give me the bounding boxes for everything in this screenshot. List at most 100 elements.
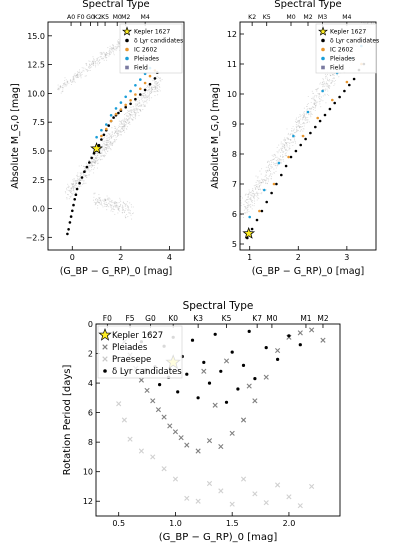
data-point xyxy=(161,466,167,472)
field-star xyxy=(74,182,76,184)
field-star xyxy=(100,56,102,58)
field-star xyxy=(101,154,103,156)
field-star xyxy=(121,212,123,214)
field-star xyxy=(133,117,135,119)
field-star xyxy=(151,88,153,90)
field-star xyxy=(262,178,264,181)
field-star xyxy=(115,126,117,128)
field-star xyxy=(94,160,97,162)
y-tick-label: 2 xyxy=(88,350,93,359)
data-point xyxy=(112,116,115,119)
field-star xyxy=(108,49,110,51)
field-star xyxy=(279,158,281,161)
data-point xyxy=(218,488,224,494)
field-star xyxy=(126,114,128,116)
data-point xyxy=(114,107,118,110)
data-point xyxy=(124,105,127,109)
field-star xyxy=(74,76,76,78)
plot-area xyxy=(57,38,163,236)
field-star xyxy=(98,202,100,204)
field-star xyxy=(144,101,146,103)
y-axis-label: Rotation Period [days] xyxy=(62,365,73,476)
field-star xyxy=(96,202,98,204)
field-star xyxy=(248,204,250,206)
field-star xyxy=(122,129,124,132)
field-star xyxy=(149,91,151,93)
field-star xyxy=(118,41,120,43)
field-star xyxy=(135,112,137,114)
field-star xyxy=(90,163,92,165)
x-tick-label: 1.5 xyxy=(226,519,239,528)
field-star xyxy=(253,197,255,199)
data-point xyxy=(299,143,303,147)
x-axis-label: (G_BP − G_RP)_0 [mag] xyxy=(159,532,278,543)
field-star xyxy=(102,149,104,151)
field-star xyxy=(250,197,252,199)
field-star xyxy=(374,18,375,19)
field-star xyxy=(316,88,318,90)
field-star xyxy=(81,71,83,73)
field-star xyxy=(127,216,129,218)
field-star xyxy=(286,143,288,145)
field-star xyxy=(246,201,248,203)
field-star xyxy=(311,113,313,115)
field-star xyxy=(296,129,298,131)
field-star xyxy=(283,148,285,150)
field-star xyxy=(122,120,124,122)
field-star xyxy=(316,88,318,90)
field-star xyxy=(323,81,325,83)
field-star xyxy=(75,182,77,184)
data-point xyxy=(331,98,334,102)
field-star xyxy=(131,213,134,215)
field-star xyxy=(318,98,321,100)
field-star xyxy=(100,148,102,150)
field-star xyxy=(105,201,107,204)
field-star xyxy=(148,88,150,91)
field-star xyxy=(65,192,67,194)
field-star xyxy=(121,210,123,212)
field-star xyxy=(268,176,270,178)
legend-dot-icon xyxy=(103,369,107,373)
field-star xyxy=(105,53,107,55)
field-star xyxy=(245,193,247,195)
field-star xyxy=(92,64,94,66)
field-star xyxy=(128,122,130,125)
field-star xyxy=(128,121,130,123)
field-star xyxy=(97,156,99,158)
field-star xyxy=(118,43,120,45)
field-star xyxy=(91,162,93,164)
field-star xyxy=(114,46,116,48)
field-star xyxy=(116,43,118,45)
field-star xyxy=(130,110,132,112)
field-star xyxy=(75,180,77,182)
field-star xyxy=(78,180,80,183)
y-tick-label: −2.5 xyxy=(26,233,45,242)
field-star xyxy=(70,190,72,192)
spectral-type-label: M2 xyxy=(317,314,328,323)
field-star xyxy=(128,119,130,121)
field-star xyxy=(281,159,283,161)
field-star xyxy=(97,201,99,203)
field-star xyxy=(250,199,252,201)
field-star xyxy=(109,200,111,202)
field-star xyxy=(127,205,129,207)
field-star xyxy=(281,145,283,147)
field-star xyxy=(312,98,314,100)
field-star xyxy=(377,10,378,11)
field-star xyxy=(159,78,161,80)
field-star xyxy=(268,169,271,172)
field-star xyxy=(86,69,88,71)
field-star xyxy=(324,94,326,96)
field-star xyxy=(333,80,335,83)
field-star xyxy=(118,129,120,131)
field-star xyxy=(129,121,131,123)
field-star xyxy=(111,202,113,204)
field-star xyxy=(250,195,252,197)
field-star xyxy=(85,175,87,177)
data-point xyxy=(241,363,246,367)
field-star xyxy=(126,112,128,114)
field-star xyxy=(157,87,159,89)
data-point xyxy=(178,435,184,441)
